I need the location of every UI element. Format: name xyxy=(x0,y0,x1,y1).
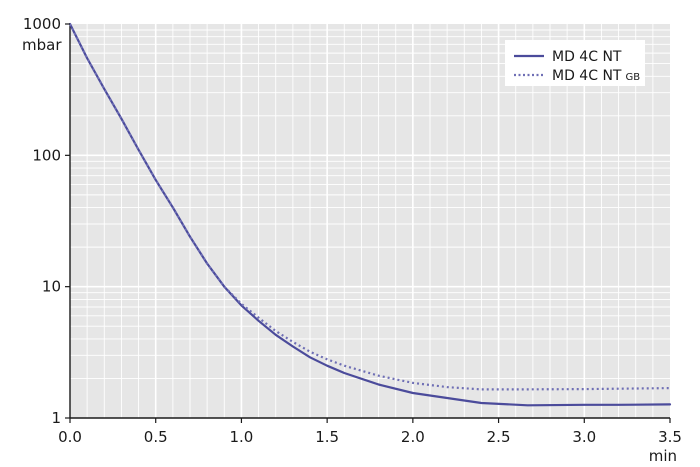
y-tick-labels: 1 10 100 1000 xyxy=(23,15,70,427)
x-unit-label: min xyxy=(649,447,677,465)
legend: MD 4C NT MD 4C NT GB xyxy=(505,40,645,86)
x-tick-label: 1.0 xyxy=(229,428,253,446)
legend-label-series-1: MD 4C NT xyxy=(552,49,622,65)
plot-area xyxy=(70,24,670,418)
axes xyxy=(69,24,670,419)
x-tick-label: 0.0 xyxy=(58,428,82,446)
x-tick-label: 2.5 xyxy=(487,428,511,446)
legend-label-series-2-name: MD 4C NT xyxy=(552,68,622,84)
y-tick-label: 100 xyxy=(32,146,61,164)
grid-lines xyxy=(70,24,670,418)
x-tick-label: 3.5 xyxy=(658,428,682,446)
legend-box xyxy=(505,40,645,86)
y-tick-label: 10 xyxy=(42,278,61,296)
legend-label-series-2: MD 4C NT GB xyxy=(552,68,640,84)
x-tick-label: 1.5 xyxy=(315,428,339,446)
x-tick-label: 3.0 xyxy=(572,428,596,446)
x-tick-label: 0.5 xyxy=(144,428,168,446)
y-tick-label: 1 xyxy=(51,409,61,427)
x-tick-label: 2.0 xyxy=(401,428,425,446)
legend-label-series-2-subscript: GB xyxy=(625,72,640,83)
y-tick-label: 1000 xyxy=(23,15,61,33)
y-unit-label: mbar xyxy=(22,36,62,54)
x-tick-labels: 0.0 0.5 1.0 1.5 2.0 2.5 3.0 3.5 xyxy=(58,418,682,446)
series-layer xyxy=(68,22,672,407)
series-line-1-solid xyxy=(68,22,672,407)
